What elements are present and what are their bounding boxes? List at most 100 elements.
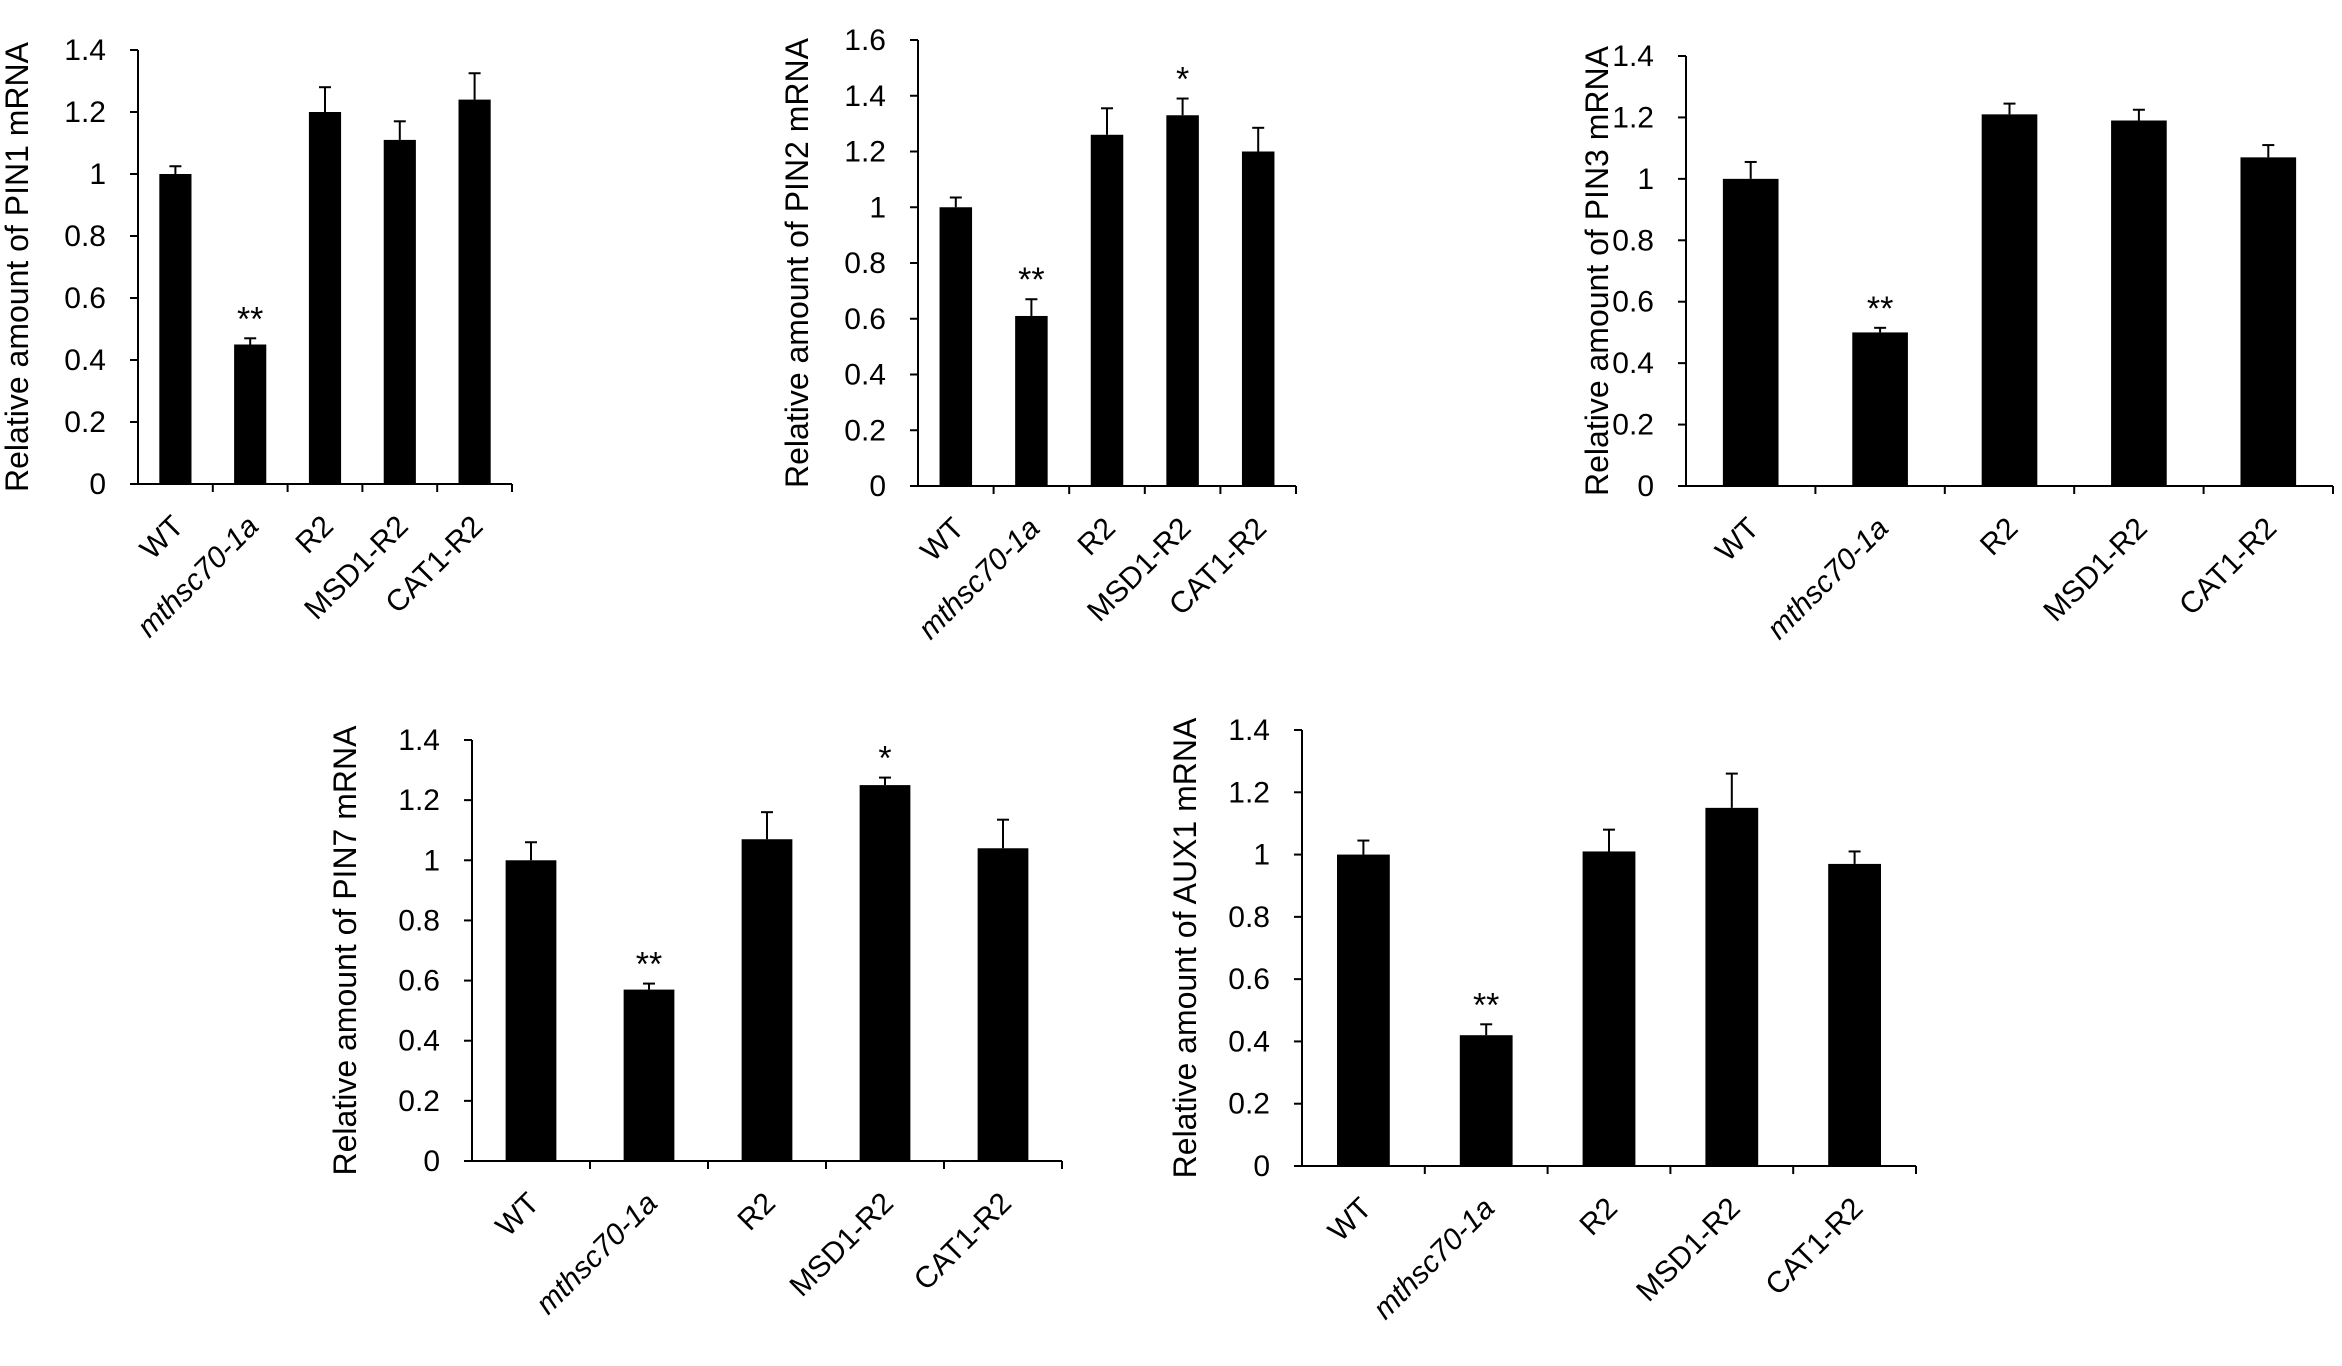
bar-cat1-r2 — [458, 99, 491, 484]
y-tick-label: 0.8 — [1612, 224, 1654, 257]
chart-2: 0 0.2 0.4 0.6 0.8 1 1.2 1.4 1.6 Relative amount o… — [779, 24, 1297, 646]
y-tick-label: 1 — [89, 158, 106, 191]
y-tick-label: 0.2 — [64, 406, 106, 439]
y-tick-label: 0.4 — [64, 344, 106, 377]
bar-mthsc70-1a — [1459, 1035, 1513, 1166]
y-tick-label: 0.2 — [398, 1085, 440, 1118]
category-label: WT — [914, 512, 970, 568]
bar-r2 — [308, 112, 342, 484]
y-tick-label: 1.2 — [1228, 776, 1270, 809]
y-tick-label: 0 — [1253, 1150, 1270, 1183]
category-label: R2 — [731, 1187, 781, 1237]
bar-r2 — [1981, 114, 2038, 486]
category-label: R2 — [289, 510, 339, 560]
y-tick-label: 0.6 — [844, 303, 886, 336]
bar-msd1-r2 — [859, 785, 911, 1161]
y-tick-label: 1.2 — [398, 784, 440, 817]
y-tick-label: 0 — [1637, 470, 1654, 503]
significance-marker: ** — [1018, 261, 1044, 299]
bar-wt — [939, 207, 973, 486]
y-axis-label: Relative amount of AUX1 mRNA — [1167, 717, 1203, 1178]
y-tick-label: 1 — [869, 191, 886, 224]
bar-mthsc70-1a — [1015, 315, 1048, 486]
bar-cat1-r2 — [977, 848, 1029, 1161]
significance-marker: ** — [1867, 290, 1893, 328]
y-tick-label: 1.6 — [844, 24, 886, 57]
y-tick-label: 0 — [869, 470, 886, 503]
bar-r2 — [1582, 851, 1636, 1166]
bar-wt — [1336, 854, 1390, 1166]
category-label: CAT1-R2 — [2173, 512, 2283, 622]
category-label: WT — [1709, 512, 1765, 568]
y-tick-label: 1.4 — [398, 724, 440, 757]
y-tick-label: 1.4 — [844, 80, 886, 113]
category-label: mthsc70-1a — [530, 1187, 664, 1321]
bar-msd1-r2 — [2111, 120, 2167, 486]
bar-msd1-r2 — [383, 139, 416, 484]
y-tick-label: 1.2 — [844, 136, 886, 169]
y-axis-label: Relative amount of PIN3 mRNA — [1579, 45, 1615, 496]
y-tick-label: 0.8 — [64, 220, 106, 253]
y-tick-label: 1 — [1637, 163, 1654, 196]
significance-marker: * — [1176, 61, 1189, 99]
bar-msd1-r2 — [1705, 807, 1759, 1166]
y-axis-label: Relative amount of PIN1 mRNA — [0, 41, 35, 492]
bar-msd1-r2 — [1166, 115, 1199, 486]
y-tick-label: 0.6 — [1228, 963, 1270, 996]
y-tick-label: 1 — [1253, 839, 1270, 872]
category-label: MSD1-R2 — [1630, 1192, 1746, 1308]
category-label: CAT1-R2 — [908, 1187, 1018, 1297]
significance-marker: ** — [1473, 986, 1499, 1024]
bar-r2 — [1090, 134, 1124, 486]
y-tick-label: 1.2 — [1612, 101, 1654, 134]
y-tick-label: 0.4 — [1612, 347, 1654, 380]
category-label: R2 — [1573, 1192, 1623, 1242]
y-tick-label: 1.2 — [64, 96, 106, 129]
y-tick-label: 1.4 — [1612, 40, 1654, 73]
y-tick-label: 1 — [423, 844, 440, 877]
bar-wt — [159, 174, 192, 484]
bar-cat1-r2 — [1241, 151, 1275, 486]
y-tick-label: 0.8 — [398, 904, 440, 937]
y-tick-label: 0.4 — [844, 359, 886, 392]
y-tick-label: 1.4 — [64, 34, 106, 67]
bar-mthsc70-1a — [1852, 332, 1908, 486]
chart-1: 0 0.2 0.4 0.6 0.8 1 1.2 1.4 Relative amount of P… — [0, 34, 513, 644]
bar-wt — [1722, 178, 1779, 486]
y-tick-label: 0.6 — [64, 282, 106, 315]
y-tick-label: 0.2 — [1612, 409, 1654, 442]
y-tick-label: 0.8 — [1228, 901, 1270, 934]
category-label: mthsc70-1a — [1761, 512, 1895, 646]
y-tick-label: 0.4 — [398, 1025, 440, 1058]
category-label: WT — [490, 1187, 546, 1243]
y-tick-label: 0 — [89, 468, 106, 501]
category-label: WT — [134, 510, 190, 566]
category-label: MSD1-R2 — [783, 1187, 899, 1303]
bar-cat1-r2 — [2240, 157, 2297, 486]
category-label: CAT1-R2 — [1759, 1192, 1869, 1302]
bar-mthsc70-1a — [623, 989, 675, 1161]
y-tick-label: 0 — [423, 1145, 440, 1178]
category-label: R2 — [1071, 512, 1121, 562]
y-tick-label: 0.2 — [1228, 1088, 1270, 1121]
y-tick-label: 0.6 — [1612, 286, 1654, 319]
y-tick-label: 1.4 — [1228, 714, 1270, 747]
y-tick-label: 0.6 — [398, 965, 440, 998]
category-label: R2 — [1974, 512, 2024, 562]
significance-marker: ** — [636, 946, 662, 984]
bar-cat1-r2 — [1828, 863, 1882, 1166]
y-tick-label: 0.4 — [1228, 1025, 1270, 1058]
y-tick-label: 0.2 — [844, 414, 886, 447]
significance-marker: * — [878, 740, 891, 778]
significance-marker: ** — [237, 300, 263, 338]
category-label: mthsc70-1a — [1367, 1192, 1501, 1326]
bar-wt — [505, 860, 557, 1161]
bar-r2 — [741, 839, 793, 1161]
chart-4: 0 0.2 0.4 0.6 0.8 1 1.2 1.4 Relative amount of P… — [327, 724, 1063, 1321]
y-axis-label: Relative amount of PIN2 mRNA — [779, 37, 815, 488]
bar-mthsc70-1a — [234, 344, 267, 484]
category-label: MSD1-R2 — [2037, 512, 2153, 628]
category-label: WT — [1322, 1192, 1378, 1248]
